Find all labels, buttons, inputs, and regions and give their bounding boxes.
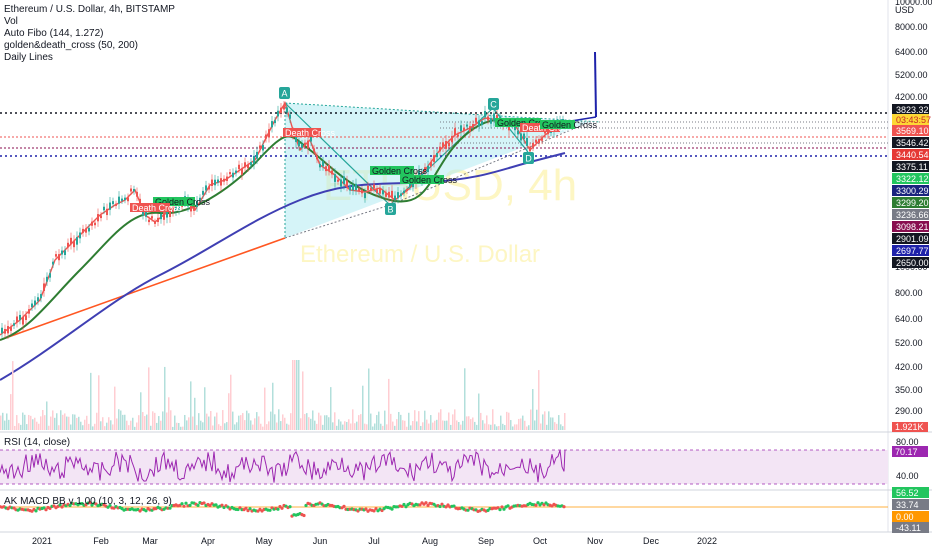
time-axis-label: May xyxy=(255,536,273,546)
signal-golden-cross-1: Golden Cross xyxy=(155,197,211,207)
price-axis-label: 420.00 xyxy=(895,362,923,372)
indicator-daily-lines[interactable]: Daily Lines xyxy=(4,52,53,63)
rsi-axis-40: 40.00 xyxy=(896,471,919,481)
time-axis-label: Feb xyxy=(93,536,109,546)
price-axis-label: 800.00 xyxy=(895,288,923,298)
label-d: D xyxy=(525,154,532,164)
signal-golden-cross-5: Golden Cross xyxy=(542,120,598,130)
time-axis-label: Apr xyxy=(201,536,215,546)
time-axis-label: Jun xyxy=(313,536,328,546)
macd-tag: 56.52 xyxy=(896,488,919,498)
price-axis-label: 520.00 xyxy=(895,338,923,348)
macd-tag: 33.74 xyxy=(896,500,919,510)
indicator-auto-fibo[interactable]: Auto Fibo (144, 1.272) xyxy=(4,28,104,39)
price-axis-label: 350.00 xyxy=(895,385,923,395)
rsi-band xyxy=(0,450,888,484)
chart-legend: Ethereum / U.S. Dollar, 4h, BITSTAMP Vol… xyxy=(4,4,175,64)
price-axis-label: 4200.00 xyxy=(895,92,928,102)
time-axis-label: 2022 xyxy=(697,536,717,546)
price-axis-label: USD xyxy=(895,5,915,15)
indicator-vol[interactable]: Vol xyxy=(4,16,18,27)
price-tag: 3322.12 xyxy=(896,174,929,184)
time-axis-label: Dec xyxy=(643,536,660,546)
price-axis-label: 290.00 xyxy=(895,406,923,416)
forecast-line xyxy=(594,51,597,118)
symbol-title[interactable]: Ethereum / U.S. Dollar, 4h, BITSTAMP xyxy=(4,4,175,15)
signal-golden-cross-2: Golden Cross xyxy=(372,166,428,176)
price-tag: 03:43:57 xyxy=(896,115,931,125)
price-axis-label: 5200.00 xyxy=(895,70,928,80)
label-a: A xyxy=(281,89,287,99)
price-axis-label: 10000.00 xyxy=(895,0,932,7)
price-tag: 3299.20 xyxy=(896,198,929,208)
indicator-golden-death-cross[interactable]: golden&death_cross (50, 200) xyxy=(4,40,138,51)
price-tag: 3300.29 xyxy=(896,186,929,196)
macd-tags: 56.52 33.74 0.00-43.11 xyxy=(892,487,929,533)
main-pane[interactable] xyxy=(0,0,888,430)
label-b: B xyxy=(387,205,393,215)
rsi-value-tag: 70.17 xyxy=(895,447,918,457)
signal-death-cross-1: Death Cross xyxy=(132,203,183,213)
time-axis-label: Nov xyxy=(587,536,604,546)
time-axis-label: Oct xyxy=(533,536,548,546)
volume-tag: 1.921K xyxy=(895,422,924,432)
time-axis-label: Jul xyxy=(368,536,380,546)
macd-tag: 0.00 xyxy=(896,512,914,522)
price-tag: 3569.10 xyxy=(896,126,929,136)
time-axis-label: Sep xyxy=(478,536,494,546)
price-axis[interactable] xyxy=(888,0,932,550)
price-tag: 3440.54 xyxy=(896,150,929,160)
ma200-line xyxy=(0,152,566,381)
time-axis-label: Aug xyxy=(422,536,438,546)
price-tag: 3236.66 xyxy=(896,210,929,220)
pattern-labels: A B C D xyxy=(279,87,534,215)
price-tag: 2901.09 xyxy=(896,234,929,244)
price-axis-label: 8000.00 xyxy=(895,22,928,32)
signal-labels: Golden Cross Death Cross Death Cross Gol… xyxy=(130,118,598,213)
signal-golden-cross-3: Golden Cross xyxy=(402,175,458,185)
macd-title[interactable]: AK MACD BB v 1.00 (10, 3, 12, 26, 9) xyxy=(4,496,172,507)
rsi-axis-80: 80.00 xyxy=(896,437,919,447)
macd-tag: -43.11 xyxy=(896,523,921,533)
rsi-line xyxy=(0,449,566,483)
time-axis-label: Mar xyxy=(142,536,158,546)
daily-lines xyxy=(0,112,888,157)
watermark-sub: Ethereum / U.S. Dollar xyxy=(300,241,540,268)
price-tag: 2650.00 xyxy=(896,258,929,268)
volume-bars xyxy=(0,360,566,430)
price-tag: 3098.21 xyxy=(896,222,929,232)
price-axis-label: 6400.00 xyxy=(895,47,928,57)
price-tag: 3823.32 xyxy=(896,105,929,115)
price-tag: 3375.11 xyxy=(896,162,928,172)
price-tag: 3546.42 xyxy=(896,138,929,148)
trend-line xyxy=(0,237,286,341)
time-axis-label: 2021 xyxy=(32,536,52,546)
time-axis[interactable]: 2021 Feb Mar Apr May Jun Jul Aug Sep Oct Nov Dec 202… xyxy=(32,536,717,546)
price-axis-label: 640.00 xyxy=(895,314,923,324)
signal-death-cross-2: Death Cross xyxy=(285,128,336,138)
label-c: C xyxy=(490,100,497,110)
macd-line xyxy=(0,501,566,518)
rsi-title[interactable]: RSI (14, close) xyxy=(4,437,71,448)
price-tag: 2697.77 xyxy=(896,246,929,256)
